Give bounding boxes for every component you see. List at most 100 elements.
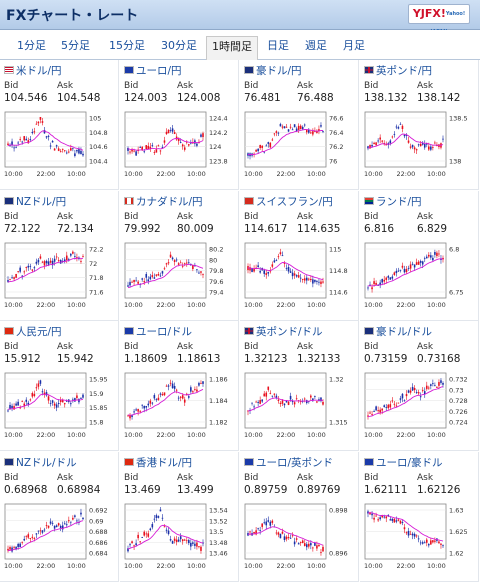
pair-link[interactable]: カナダドル/円	[124, 194, 203, 209]
candle-body	[129, 543, 131, 545]
y-tick-label: 71.6	[89, 288, 103, 296]
x-tick-label: 10:00	[187, 562, 206, 570]
rate-card[interactable]: 香港ドル/円 Bid 13.469 Ask 13.499 13.54 13.52 13.5 13…	[120, 451, 239, 582]
candle-body	[70, 521, 72, 523]
rate-card[interactable]: 人民元/円 Bid 15.912 Ask 15.942 15.95 15.9 15.85 15.…	[0, 321, 119, 451]
pair-link[interactable]: NZドル/円	[4, 194, 66, 209]
pair-link[interactable]: スイスフラン/円	[244, 194, 333, 209]
candle-body	[149, 276, 152, 279]
pair-link[interactable]: ユーロ/円	[124, 63, 182, 78]
pair-link[interactable]: ユーロ/ドル	[124, 324, 192, 339]
y-tick-label: 124.4	[209, 115, 228, 123]
rate-card[interactable]: 英ポンド/ドル Bid 1.32123 Ask 1.32133 1.32 1.315 10:0…	[240, 321, 359, 451]
rate-card[interactable]: NZドル/ドル Bid 0.68968 Ask 0.68984 0.692 0.69 0.68…	[0, 451, 119, 582]
ask-value: 0.89769	[297, 483, 341, 496]
x-tick-label: 10:00	[244, 170, 263, 178]
rate-card[interactable]: 豪ドル/ドル Bid 0.73159 Ask 0.73168 0.732 0.73 0.728…	[360, 321, 479, 451]
candle-body	[181, 538, 184, 541]
yjfx-logo[interactable]: YJFX!Yahoo! JAPAN	[408, 4, 470, 35]
pair-link[interactable]: ユーロ/英ポンド	[244, 455, 333, 470]
rate-card[interactable]: スイスフラン/円 Bid 114.617 Ask 114.635 115 114.8 114.…	[240, 190, 359, 321]
pair-link[interactable]: NZドル/ドル	[4, 455, 77, 470]
candle-body	[369, 144, 371, 149]
x-tick-label: 10:00	[4, 431, 23, 439]
pair-link[interactable]: 人民元/円	[4, 324, 62, 339]
candle-body	[322, 131, 324, 132]
candle-body	[27, 140, 30, 144]
candle-body	[155, 399, 158, 400]
y-tick-label: 15.95	[89, 376, 108, 384]
bid-label: Bid	[4, 342, 19, 352]
candle-body	[133, 411, 135, 413]
ask-value: 1.18613	[177, 353, 221, 365]
pair-link[interactable]: ランド/円	[364, 194, 422, 209]
y-tick-label: 76.2	[329, 143, 343, 151]
candle-body	[407, 390, 410, 393]
x-tick-label: 10:00	[67, 170, 86, 178]
pair-link[interactable]: 豪ドル/円	[244, 63, 302, 78]
tab-8[interactable]: 月足	[343, 39, 365, 52]
candle-body	[299, 277, 302, 279]
candle-body	[7, 279, 9, 282]
bid-label: Bid	[364, 211, 379, 222]
pair-link[interactable]: 香港ドル/円	[124, 455, 192, 470]
rate-card[interactable]: 英ポンド/円 Bid 138.132 Ask 138.142 138.5 138 10:00 2…	[360, 60, 479, 190]
candle-body	[287, 536, 290, 538]
tab-7[interactable]: 週足	[305, 39, 327, 52]
candle-body	[27, 265, 30, 268]
candle-body	[367, 510, 369, 514]
candle-body	[257, 264, 259, 267]
pair-link[interactable]: 豪ドル/ドル	[364, 324, 432, 339]
rate-card[interactable]: ユーロ/英ポンド Bid 0.89759 Ask 0.89769 0.898 0.896 10…	[240, 451, 359, 582]
ask-label: Ask	[177, 472, 194, 483]
candle-body	[15, 273, 17, 278]
tab-4[interactable]: 30分足	[161, 39, 197, 52]
tab-6[interactable]: 日足	[267, 39, 289, 52]
rate-card[interactable]: ランド/円 Bid 6.816 Ask 6.829 6.8 6.75 10:00 22:00 10…	[360, 190, 479, 321]
pair-link[interactable]: 英ポンド/ドル	[244, 324, 323, 339]
tab-3[interactable]: 15分足	[109, 39, 145, 52]
bid-label: Bid	[4, 211, 19, 222]
rate-card[interactable]: ユーロ/豪ドル Bid 1.62111 Ask 1.62126 1.63 1.625 1.62…	[360, 451, 479, 582]
candle-body	[257, 527, 259, 529]
candle-body	[47, 260, 50, 265]
rate-card[interactable]: カナダドル/円 Bid 79.992 Ask 80.009 80.2 80 79.8 79.6 7…	[120, 190, 239, 321]
candle-body	[367, 146, 369, 149]
pair-link[interactable]: 英ポンド/円	[364, 63, 432, 78]
rate-card[interactable]: ユーロ/ドル Bid 1.18609 Ask 1.18613 1.186 1.184 1.18…	[120, 321, 239, 451]
rate-card[interactable]: ユーロ/円 Bid 124.003 Ask 124.008 124.4 124.2 124 12…	[120, 60, 239, 190]
candle-body	[369, 412, 371, 414]
tab-1[interactable]: 1分足	[17, 39, 46, 52]
rate-card[interactable]: NZドル/円 Bid 72.122 Ask 72.134 72.2 72 71.8 71.6 10…	[0, 190, 119, 321]
bid-label: Bid	[364, 342, 379, 352]
tab-5[interactable]: 1時間足	[206, 36, 258, 60]
candle-body	[151, 274, 154, 277]
candle-body	[395, 405, 398, 407]
rate-card[interactable]: 米ドル/円 Bid 104.546 Ask 104.548 105 104.8 104.6 10…	[0, 60, 119, 190]
candle-body	[301, 539, 304, 543]
pair-link[interactable]: 米ドル/円	[4, 63, 62, 78]
candle-body	[196, 389, 198, 392]
candle-body	[49, 521, 52, 524]
candle-body	[129, 415, 131, 419]
candle-body	[267, 142, 270, 144]
pair-link[interactable]: ユーロ/豪ドル	[364, 455, 443, 470]
rate-card[interactable]: 豪ドル/円 Bid 76.481 Ask 76.488 76.6 76.4 76.2 76 10:…	[240, 60, 359, 190]
tab-2[interactable]: 5分足	[61, 39, 90, 52]
